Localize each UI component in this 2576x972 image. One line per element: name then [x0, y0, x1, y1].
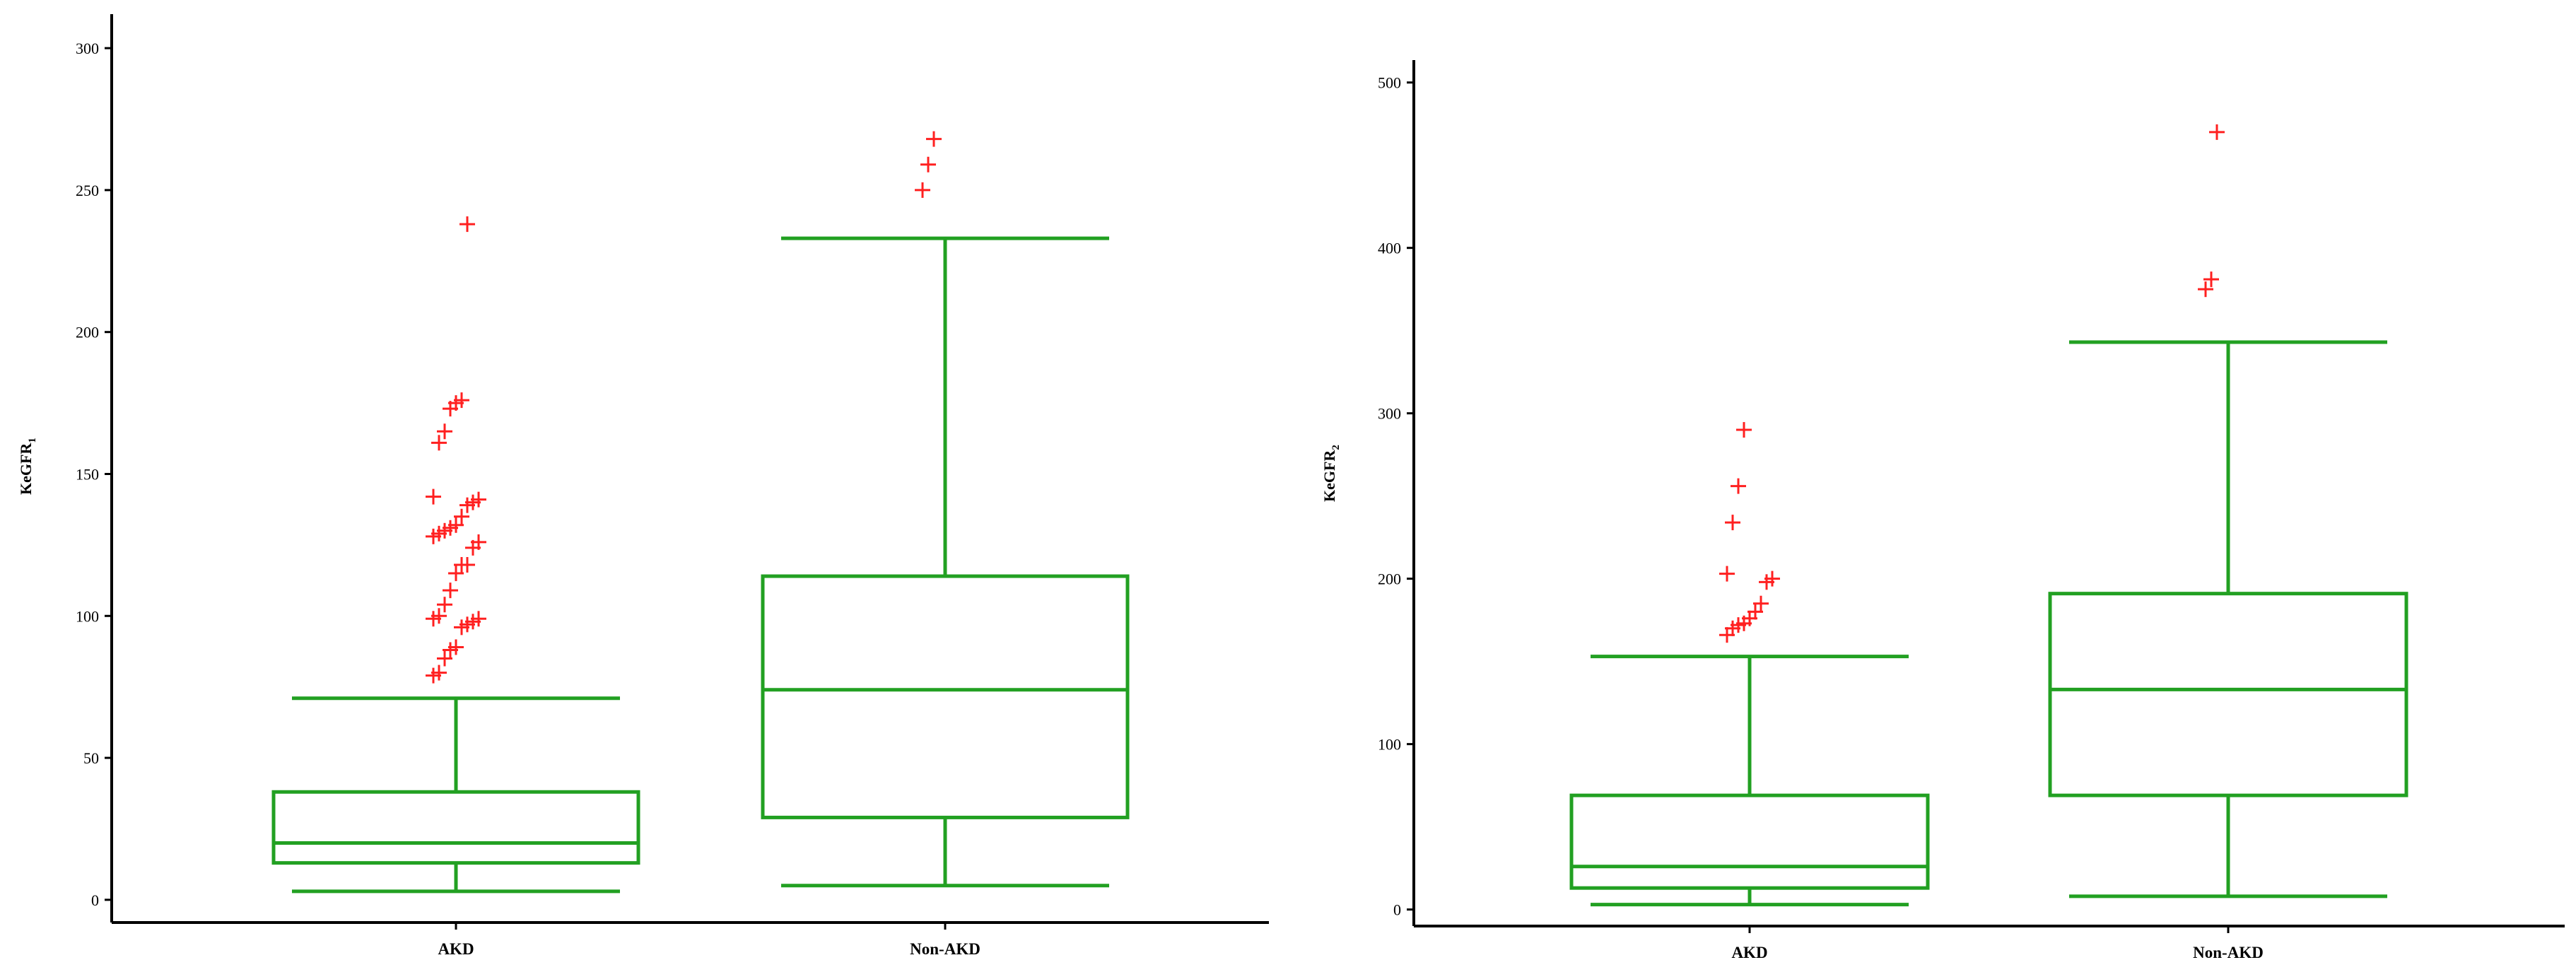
y-axis-title-subscript: 1: [27, 438, 38, 443]
outlier-marker: [926, 131, 942, 147]
outlier-marker: [448, 517, 464, 533]
outlier-marker: [920, 156, 936, 172]
x-tick-label: AKD: [1731, 944, 1767, 961]
box-akd: [1569, 422, 1930, 907]
outlier-marker: [1747, 604, 1763, 620]
y-tick-label: 250: [76, 182, 99, 199]
outlier-marker: [437, 423, 452, 440]
y-axis-title: KeGFR1: [17, 438, 38, 495]
outlier-marker: [448, 566, 464, 582]
outlier-marker: [443, 582, 458, 599]
outlier-marker: [471, 611, 486, 627]
outlier-marker: [1725, 515, 1740, 531]
outlier-marker: [426, 488, 441, 505]
y-tick-label: 150: [76, 465, 99, 483]
x-tick-label: Non-AKD: [2193, 944, 2264, 961]
box-non-akd: [2048, 124, 2408, 898]
outlier-marker: [431, 435, 447, 451]
y-tick-label: 0: [1393, 901, 1401, 919]
y-tick-label: 100: [1378, 736, 1401, 754]
outlier-marker: [459, 216, 475, 233]
outlier-marker: [1753, 595, 1769, 611]
boxplot-panel-right: KeGFR2 0 100 200 300 400 500 AKD Non-AKD: [1321, 60, 2565, 961]
boxplot-panel-left: KeGFR1 0 50 100 150 200 250 300 AKD Non-AKD: [17, 14, 1269, 958]
y-axis-title-subscript: 2: [1330, 445, 1342, 450]
outlier-marker: [471, 491, 486, 508]
y-tick-label: 500: [1378, 74, 1401, 92]
y-tick-label: 300: [76, 40, 99, 57]
y-tick-label: 0: [91, 891, 99, 909]
outlier-marker: [437, 650, 452, 667]
outlier-marker: [459, 557, 475, 573]
box-non-akd: [761, 131, 1130, 888]
x-tick-label: Non-AKD: [910, 940, 980, 958]
outlier-marker: [431, 664, 447, 681]
y-tick-label: 100: [76, 607, 99, 625]
iqr-box: [271, 790, 640, 865]
y-axis-title: KeGFR2: [1321, 445, 1342, 502]
outlier-marker: [448, 639, 464, 655]
iqr-box: [1569, 793, 1930, 890]
iqr-box: [761, 574, 1130, 819]
outlier-marker: [2198, 281, 2213, 298]
outlier-marker: [431, 608, 447, 624]
outlier-marker: [471, 534, 486, 550]
outlier-marker: [2203, 271, 2219, 288]
outlier-marker: [2209, 124, 2225, 140]
outlier-marker: [1736, 422, 1752, 438]
box-akd: [271, 216, 640, 894]
y-tick-label: 200: [1378, 570, 1401, 588]
y-tick-label: 400: [1378, 240, 1401, 257]
x-tick-label: AKD: [438, 940, 474, 958]
y-tick-label: 200: [76, 324, 99, 341]
outlier-marker: [1719, 566, 1735, 582]
outlier-marker: [1731, 478, 1746, 494]
outlier-marker: [437, 597, 452, 613]
y-tick-label: 300: [1378, 405, 1401, 423]
outlier-marker: [1764, 570, 1780, 587]
outlier-marker: [454, 392, 469, 409]
outlier-marker: [454, 508, 469, 525]
outlier-marker: [915, 182, 930, 198]
iqr-box: [2048, 592, 2408, 797]
y-tick-label: 50: [83, 749, 99, 767]
